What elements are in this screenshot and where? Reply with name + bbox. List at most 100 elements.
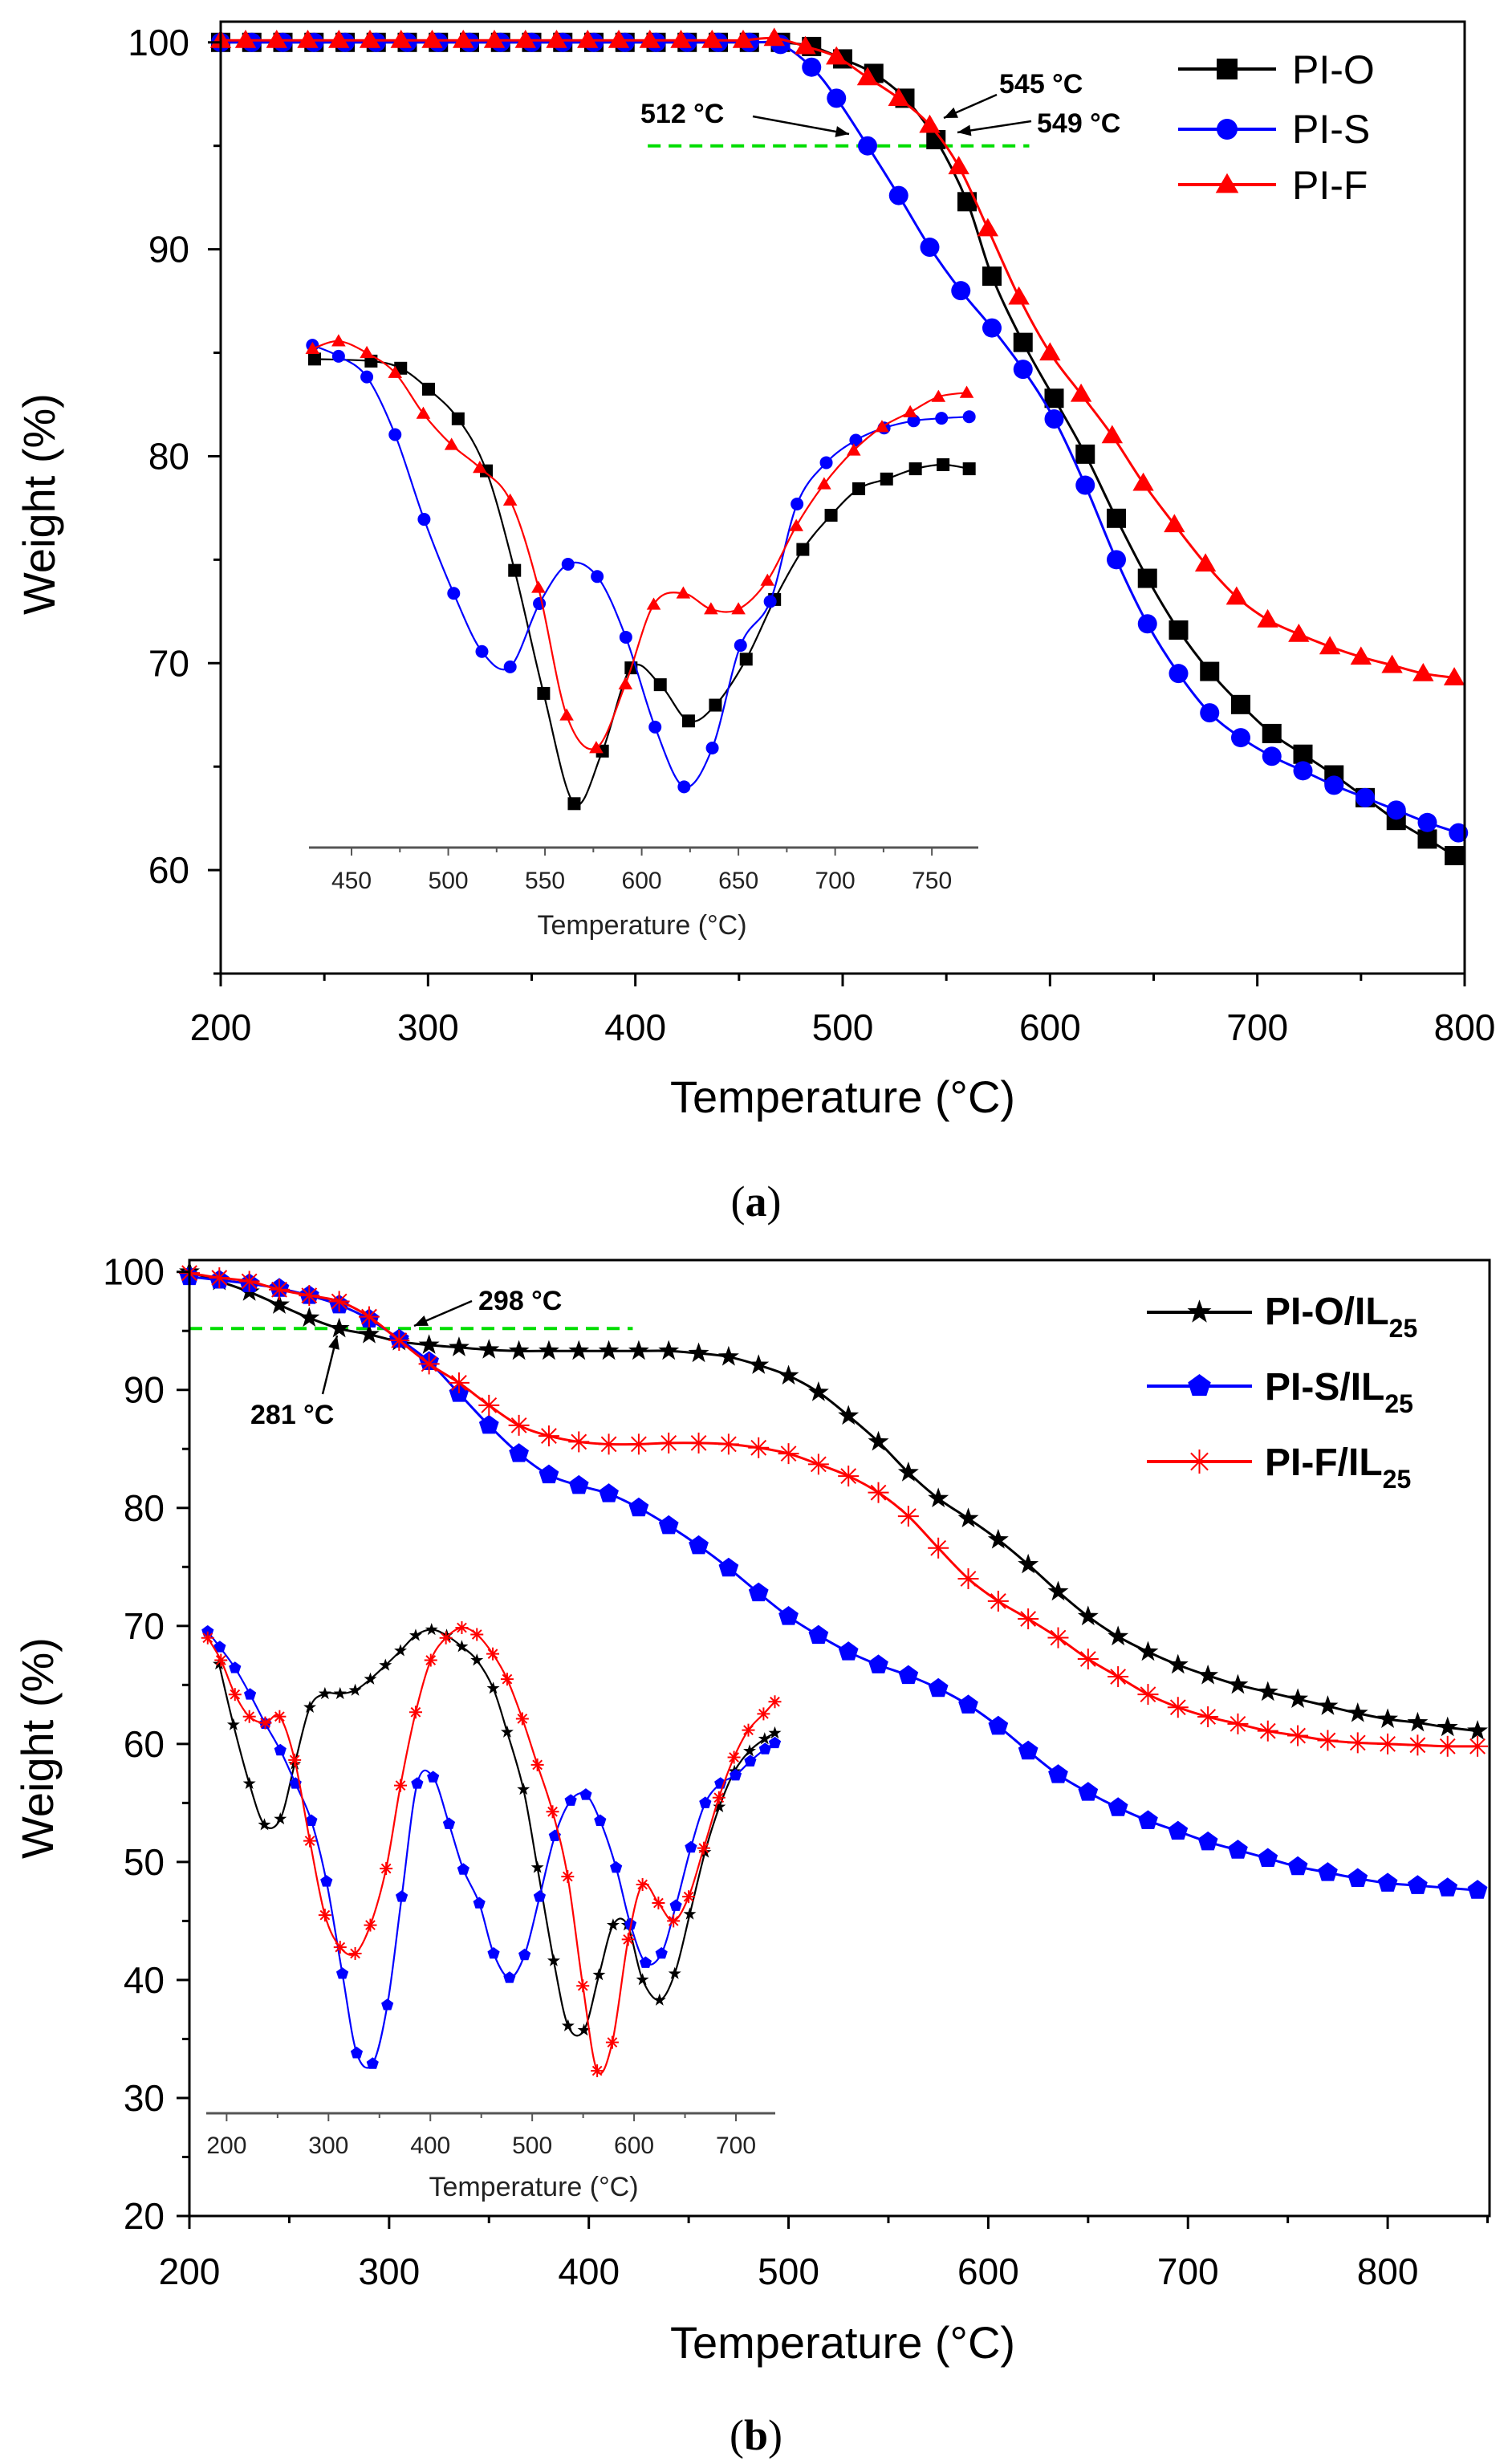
inset-data-point-triangle bbox=[959, 385, 974, 398]
data-point-triangle bbox=[1443, 667, 1465, 685]
inset-data-point-asterisk bbox=[500, 1673, 514, 1686]
inset-data-point-pentagon bbox=[335, 1967, 349, 1979]
data-point-pentagon bbox=[658, 1515, 679, 1535]
data-point-pentagon bbox=[1467, 1880, 1488, 1899]
inset-data-point-pentagon bbox=[669, 1899, 682, 1911]
series-pi-f-il bbox=[179, 1262, 1489, 1757]
data-point-asterisk bbox=[688, 1432, 709, 1454]
data-point-circle bbox=[1075, 475, 1095, 495]
data-point-circle bbox=[802, 57, 822, 77]
legend-label-pi-f: PI-F bbox=[1292, 163, 1368, 208]
data-point-square bbox=[1293, 744, 1313, 764]
asterisk-stroke bbox=[304, 1836, 315, 1846]
data-point-star bbox=[1137, 1641, 1159, 1661]
asterisk-stroke bbox=[607, 2037, 618, 2048]
data-point-circle bbox=[1200, 703, 1220, 723]
data-point-circle bbox=[1324, 775, 1344, 795]
data-point-star bbox=[478, 1339, 500, 1359]
inset-data-point-asterisk bbox=[242, 1710, 256, 1723]
inset-data-point-pentagon bbox=[442, 1817, 456, 1829]
inset-data-point-asterisk bbox=[697, 1841, 710, 1855]
inset-data-point-triangle bbox=[502, 493, 518, 506]
panel-a-x-axis-title: Temperature (°C) bbox=[670, 1071, 1015, 1122]
data-point-star bbox=[568, 1340, 590, 1360]
data-point-pentagon bbox=[689, 1535, 709, 1555]
arrow-head-icon bbox=[944, 107, 958, 118]
data-point-circle bbox=[1356, 787, 1375, 807]
data-point-triangle bbox=[977, 218, 999, 237]
panel-a-inset: 450 500 550 600 650 700 750 bbox=[305, 334, 978, 894]
inset-data-point-square bbox=[653, 678, 667, 692]
inset-data-point-asterisk bbox=[667, 1914, 681, 1928]
asterisk-stroke bbox=[600, 1436, 617, 1453]
data-point-asterisk bbox=[478, 1394, 500, 1416]
asterisk-stroke bbox=[451, 1375, 467, 1391]
data-point-star bbox=[1437, 1716, 1458, 1737]
data-point-square bbox=[1262, 723, 1282, 743]
inset-data-point-star bbox=[333, 1686, 347, 1700]
annotation-arrow bbox=[752, 115, 850, 137]
data-point-circle bbox=[827, 88, 847, 108]
inset-data-point-triangle bbox=[473, 461, 487, 474]
y-tick-label: 60 bbox=[148, 849, 189, 891]
inset-data-point-star bbox=[698, 1845, 712, 1858]
data-point-star bbox=[1467, 1720, 1489, 1740]
inset-data-point-square bbox=[307, 352, 321, 366]
inset-x-tick-label: 400 bbox=[410, 2133, 450, 2159]
annotation-281: 281 °C bbox=[250, 1400, 334, 1430]
data-point-pentagon bbox=[478, 1414, 499, 1434]
inset-data-point-pentagon bbox=[229, 1661, 242, 1673]
asterisk-stroke bbox=[758, 1709, 769, 1719]
inset-data-point-pentagon bbox=[350, 2046, 364, 2059]
inset-data-point-pentagon bbox=[768, 1736, 782, 1749]
data-point-star bbox=[807, 1381, 829, 1401]
data-point-asterisk bbox=[1317, 1730, 1339, 1751]
asterisk-stroke bbox=[1409, 1737, 1426, 1754]
data-point-pentagon bbox=[868, 1654, 888, 1673]
asterisk-stroke bbox=[502, 1673, 513, 1685]
inset-data-point-asterisk bbox=[591, 2064, 604, 2078]
data-point-triangle bbox=[948, 156, 969, 175]
inset-data-point-circle bbox=[763, 595, 777, 608]
inset-data-point-asterisk bbox=[530, 1758, 544, 1771]
inset-data-point-asterisk bbox=[576, 1979, 590, 1993]
data-point-asterisk bbox=[268, 1279, 290, 1300]
data-point-star bbox=[1407, 1711, 1429, 1732]
inset-data-point-pentagon bbox=[487, 1946, 500, 1959]
data-point-triangle bbox=[266, 30, 287, 48]
inset-data-point-triangle bbox=[903, 405, 917, 417]
inset-data-point-asterisk bbox=[201, 1631, 214, 1645]
data-point-asterisk bbox=[209, 1267, 230, 1289]
data-point-star bbox=[358, 1323, 380, 1344]
arrow-head-icon bbox=[328, 1336, 339, 1350]
data-point-pentagon bbox=[1377, 1872, 1398, 1892]
inset-data-point-asterisk bbox=[757, 1707, 770, 1721]
asterisk-stroke bbox=[698, 1843, 709, 1854]
inset-data-point-circle bbox=[360, 370, 374, 384]
x-tick-label: 700 bbox=[1157, 2251, 1219, 2292]
data-point-asterisk bbox=[1407, 1734, 1429, 1756]
inset-data-point-square bbox=[852, 482, 866, 495]
annotation-arrow bbox=[943, 93, 998, 120]
inset-data-point-star bbox=[561, 2019, 575, 2031]
data-point-triangle bbox=[639, 30, 660, 48]
asterisk-stroke bbox=[1050, 1629, 1067, 1646]
data-point-star bbox=[748, 1354, 770, 1374]
data-point-star bbox=[538, 1340, 559, 1360]
data-point-circle bbox=[982, 318, 1002, 338]
inset-data-point-asterisk bbox=[303, 1834, 317, 1848]
data-point-asterisk bbox=[628, 1433, 649, 1455]
annotation-arrow bbox=[413, 1299, 473, 1328]
inset-data-point-star bbox=[668, 1966, 681, 1979]
data-point-star bbox=[868, 1430, 889, 1451]
asterisk-stroke bbox=[1020, 1611, 1037, 1627]
inset-data-point-triangle bbox=[731, 602, 746, 615]
inset-data-point-asterisk bbox=[636, 1878, 649, 1892]
inset-data-point-pentagon bbox=[655, 1946, 668, 1959]
data-point-triangle bbox=[1225, 586, 1248, 605]
asterisk-stroke bbox=[960, 1571, 977, 1587]
data-point-circle bbox=[1293, 761, 1313, 781]
x-tick-label: 300 bbox=[358, 2251, 420, 2292]
data-point-star bbox=[1108, 1625, 1129, 1646]
inset-data-point-asterisk bbox=[288, 1753, 302, 1767]
